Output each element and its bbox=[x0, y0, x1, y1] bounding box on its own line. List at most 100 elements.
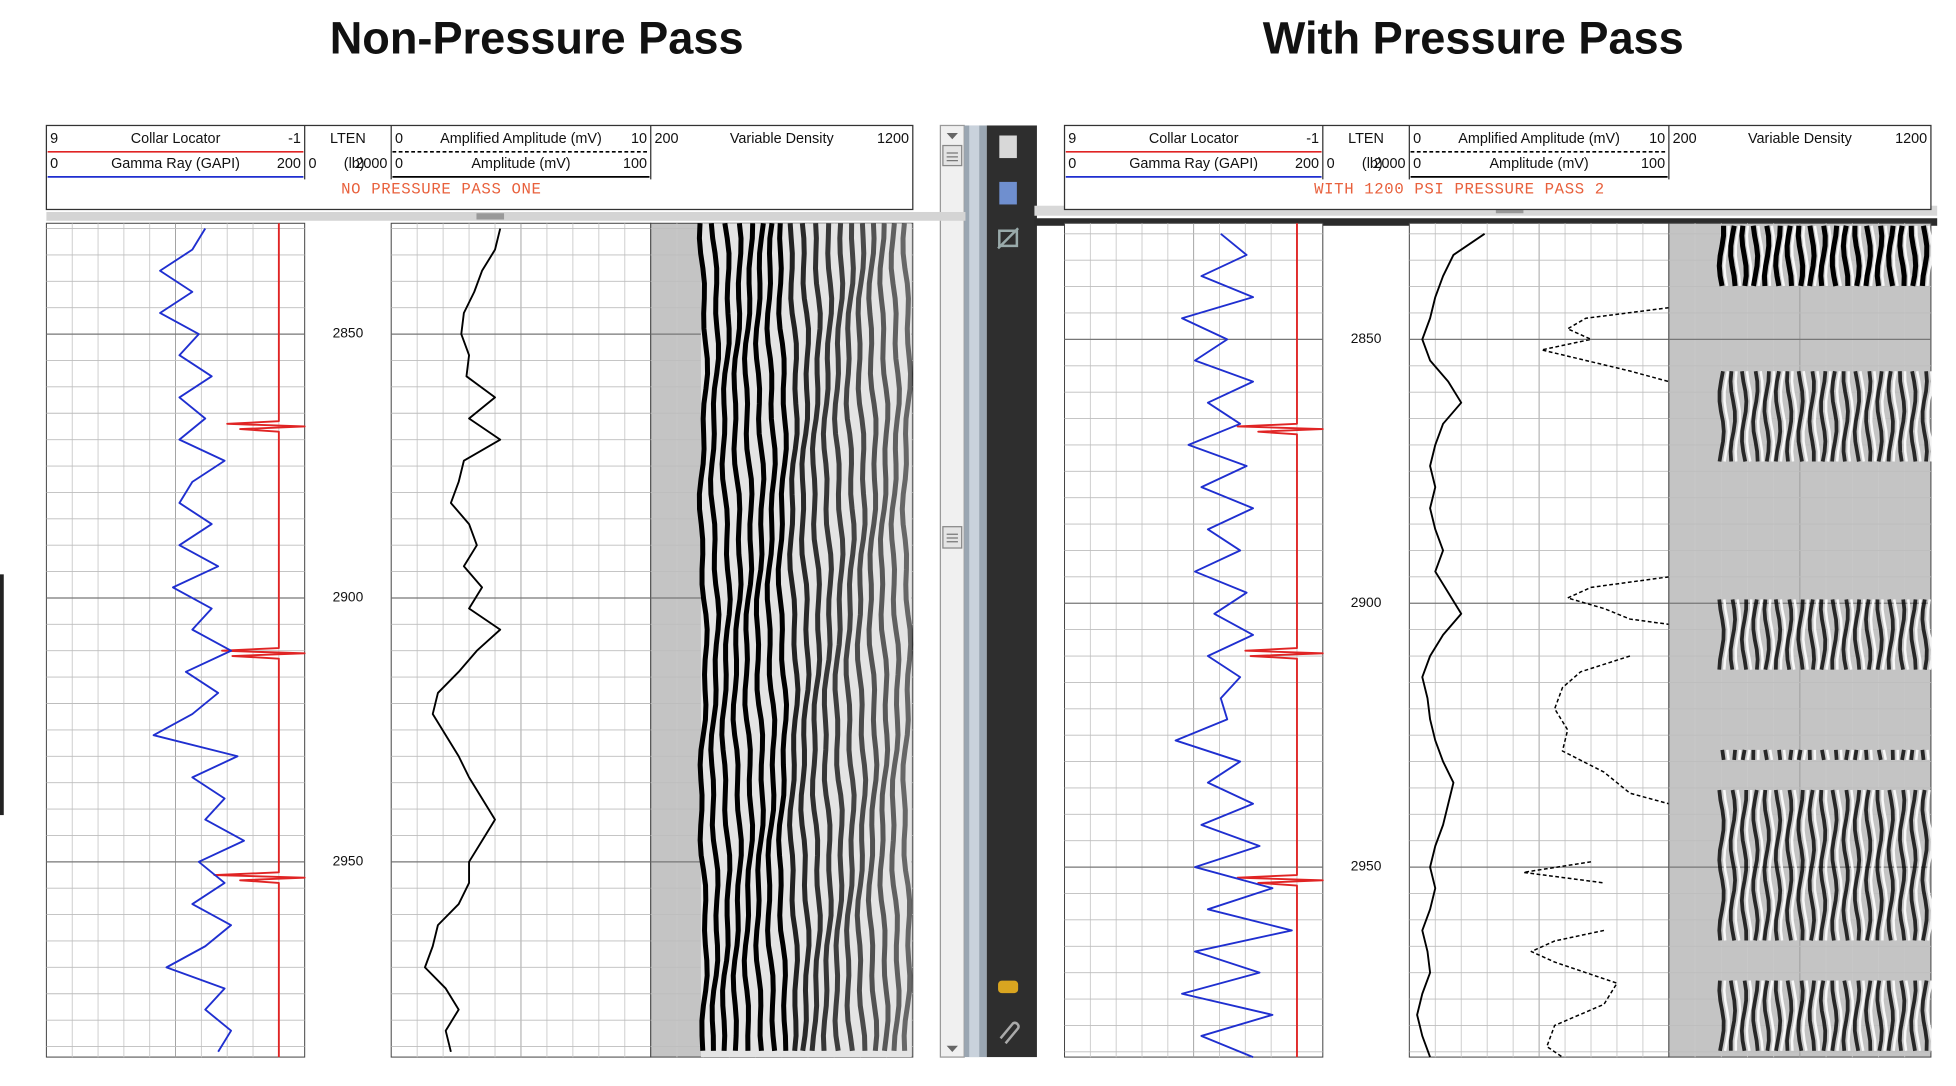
vdl-stripe-light bbox=[1836, 980, 1843, 1051]
scroll-down[interactable] bbox=[946, 1045, 958, 1053]
vdl-stripe bbox=[1720, 749, 1726, 761]
split-handle[interactable] bbox=[476, 213, 505, 220]
vdl-stripe bbox=[888, 223, 902, 1051]
vdl-stripe-light bbox=[1905, 749, 1911, 761]
vdl-stripe-light bbox=[1915, 749, 1919, 761]
scale-max: 2000 bbox=[1373, 156, 1405, 172]
vdl-stripe bbox=[775, 223, 790, 1051]
scale-min: 0 bbox=[395, 156, 403, 172]
vdl-stripe bbox=[1876, 749, 1883, 761]
vdl-stripe-light bbox=[1734, 980, 1742, 1051]
vdl-stripe bbox=[753, 222, 767, 1052]
chart-title: Non-Pressure Pass bbox=[330, 12, 744, 63]
vdl-stripe-light bbox=[1745, 789, 1753, 941]
vdl-stripe-light bbox=[1881, 790, 1889, 941]
vdl-stripe bbox=[1785, 789, 1794, 941]
vdl-stripe-light bbox=[1903, 789, 1911, 941]
scrollbar[interactable] bbox=[939, 124, 965, 1058]
vdl-stripe-light bbox=[1734, 789, 1742, 941]
vdl-stripe bbox=[1717, 370, 1726, 462]
curve-name: Variable Density bbox=[1748, 131, 1853, 147]
comments-icon[interactable] bbox=[998, 980, 1019, 994]
vdl-stripe bbox=[1807, 980, 1816, 1051]
vdl-stripe bbox=[1909, 370, 1918, 462]
vdl-stripe-light bbox=[1802, 749, 1807, 761]
vdl-stripe bbox=[1717, 980, 1726, 1052]
scale-min: 9 bbox=[1068, 131, 1076, 147]
vdl-stripe-light bbox=[1836, 599, 1843, 670]
scroll-thumb[interactable] bbox=[942, 144, 963, 167]
vdl-stripe-light bbox=[1790, 225, 1798, 287]
vdl-stripe-light bbox=[1926, 599, 1934, 670]
chart-title: With Pressure Pass bbox=[1263, 12, 1684, 63]
vdl-stripe-light bbox=[1790, 371, 1798, 462]
scroll-up[interactable] bbox=[946, 132, 958, 140]
vdl-stripe bbox=[1773, 599, 1783, 670]
scale-min: 200 bbox=[655, 131, 679, 147]
vdl-stripe-light bbox=[1882, 749, 1888, 761]
vdl-stripe-light bbox=[1903, 599, 1911, 670]
log-curve bbox=[1174, 233, 1293, 1058]
vdl-stripe-light bbox=[1839, 749, 1843, 761]
vdl-stripe bbox=[832, 223, 846, 1052]
vdl-stripe-light bbox=[1914, 370, 1922, 462]
vdl-stripe bbox=[1909, 980, 1918, 1052]
vdl-stripe bbox=[1875, 599, 1884, 670]
depth-label: 2900 bbox=[1351, 595, 1382, 610]
attach-icon[interactable] bbox=[999, 1021, 1020, 1045]
vdl-stripe bbox=[1807, 225, 1817, 287]
vdl-stripe-light bbox=[1926, 371, 1934, 462]
vdl-stripe-light bbox=[1779, 980, 1787, 1052]
vdl-stripe bbox=[1874, 225, 1885, 287]
vdl-stripe-light bbox=[1726, 749, 1730, 761]
vdl-stripe-light bbox=[1802, 225, 1809, 287]
bookmarks-icon[interactable] bbox=[999, 181, 1017, 205]
vdl-stripe bbox=[1751, 980, 1760, 1051]
vdl-stripe bbox=[1908, 225, 1919, 287]
curve-name: LTEN bbox=[1348, 131, 1384, 147]
vdl-stripe-light bbox=[1869, 749, 1873, 761]
scale-max: 2000 bbox=[355, 156, 387, 172]
vdl-stripe-light bbox=[1734, 225, 1742, 287]
vdl-stripe-light bbox=[1768, 371, 1776, 462]
scale-min: 0 bbox=[308, 156, 316, 172]
scroll-thumb[interactable] bbox=[942, 526, 963, 549]
log-curve bbox=[213, 223, 306, 1058]
vdl-stripe-light bbox=[1723, 599, 1730, 670]
vdl-stripe-light bbox=[1782, 749, 1787, 761]
vdl-stripe bbox=[1818, 599, 1828, 670]
vdl-stripe bbox=[1818, 225, 1828, 287]
vdl-stripe bbox=[1841, 980, 1850, 1051]
vdl-stripe bbox=[1875, 790, 1884, 941]
vdl-stripe-light bbox=[1779, 370, 1787, 462]
vdl-stripe bbox=[899, 223, 914, 1051]
vdl-stripe bbox=[1898, 599, 1907, 671]
vdl-stripe-light bbox=[1858, 225, 1866, 287]
vdl-stripe-light bbox=[1824, 225, 1832, 287]
signature-icon[interactable] bbox=[997, 227, 1020, 250]
vdl-stripe-light bbox=[1745, 599, 1753, 670]
vdl-stripe bbox=[1909, 599, 1918, 670]
vdl-stripe-light bbox=[1881, 225, 1889, 287]
vdl-stripe bbox=[1841, 371, 1850, 462]
pages-icon[interactable] bbox=[999, 135, 1017, 159]
vdl-stripe bbox=[764, 222, 778, 1052]
vdl-stripe bbox=[1853, 599, 1862, 670]
vdl-stripe-light bbox=[1903, 225, 1911, 286]
vdl-stripe-light bbox=[1847, 980, 1854, 1051]
vdl-stripe-light bbox=[1892, 789, 1900, 941]
vdl-stripe-light bbox=[1734, 599, 1742, 670]
scale-min: 0 bbox=[1413, 156, 1421, 172]
vdl-stripe bbox=[1785, 599, 1794, 670]
split-bar-dark bbox=[1034, 218, 1938, 226]
vdl-stripe-light bbox=[1824, 789, 1832, 941]
vdl-stripe bbox=[1920, 599, 1929, 670]
scale-max: 1200 bbox=[1895, 131, 1927, 147]
vdl-stripe bbox=[1796, 749, 1803, 761]
viewer-toolbar bbox=[939, 124, 1037, 1058]
vdl-stripe bbox=[1773, 225, 1783, 287]
vdl-stripe-light bbox=[1824, 599, 1832, 670]
vdl-stripe bbox=[1829, 225, 1840, 287]
vdl-stripe-light bbox=[1914, 225, 1922, 287]
vdl-stripe bbox=[1897, 225, 1907, 287]
